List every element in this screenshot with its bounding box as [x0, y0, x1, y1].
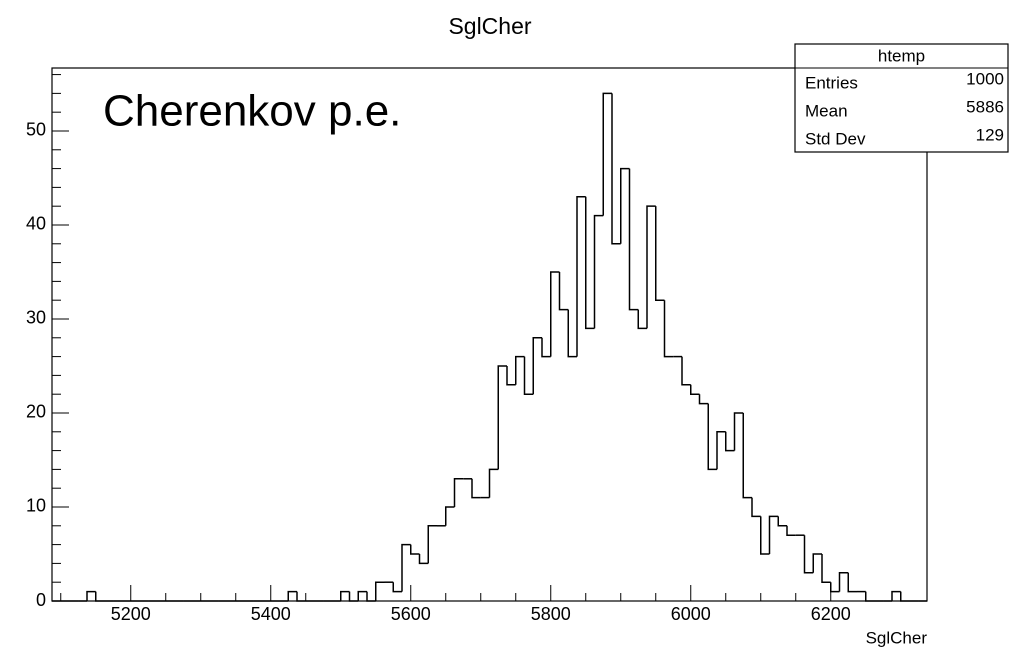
histogram-bin [506, 365, 516, 386]
histogram-bin [348, 591, 359, 602]
histogram-bin [681, 356, 691, 386]
histogram-bin [620, 167, 630, 244]
histogram-bin [716, 431, 726, 470]
histogram-bin [366, 591, 376, 602]
y-tick-label: 20 [26, 402, 46, 422]
histogram-bin [663, 300, 674, 358]
annotation: Cherenkov p.e. [103, 87, 401, 136]
histogram-bin [751, 497, 761, 518]
x-tick-label: 5200 [111, 604, 151, 624]
histogram-bin [733, 412, 744, 451]
chart-title: SglCher [448, 13, 531, 39]
histogram-bin [453, 478, 464, 507]
x-tick-label: 5800 [531, 604, 571, 624]
histogram-bin [742, 412, 752, 499]
x-tick-label: 6200 [811, 604, 851, 624]
histogram-bin [401, 543, 411, 592]
histogram-bin [900, 591, 910, 602]
x-axis-label: SglCher [866, 628, 928, 647]
histogram-bin [628, 168, 639, 311]
histogram-bin [891, 590, 901, 601]
histogram-bin [410, 544, 420, 555]
histogram-bin [558, 271, 569, 311]
histogram-bin [576, 196, 586, 357]
histogram-bin [812, 553, 822, 573]
histogram-bin [593, 214, 604, 329]
histogram-bin [786, 525, 796, 536]
histogram-bin [471, 478, 481, 499]
histogram-bin [830, 582, 840, 593]
histogram-bin [532, 337, 542, 395]
histogram-bin [760, 516, 770, 555]
histogram-bin [296, 591, 306, 602]
histogram-bin [768, 515, 779, 554]
histogram-bin [725, 431, 735, 452]
histogram-bin [287, 590, 297, 601]
histogram-bin [611, 93, 621, 245]
histogram-bin [602, 92, 612, 216]
y-tick-label: 0 [36, 590, 46, 610]
histogram-bin [567, 309, 577, 358]
stats-value: 5886 [966, 97, 1004, 116]
histogram-bin [698, 394, 709, 405]
y-tick-label: 40 [26, 214, 46, 234]
histogram-bin [550, 271, 560, 357]
histogram-bin [375, 581, 385, 601]
histogram-bin [427, 525, 437, 564]
x-tick-label: 5600 [391, 604, 431, 624]
histogram-bin [515, 355, 525, 385]
y-tick-label: 30 [26, 308, 46, 328]
y-tick-label: 50 [26, 120, 46, 140]
histogram-bin [838, 572, 849, 592]
histogram-bin [803, 535, 814, 574]
histogram-bin [523, 356, 534, 395]
x-tick-label: 6000 [671, 604, 711, 624]
stats-label: Std Dev [805, 129, 866, 148]
histogram-bin [585, 196, 595, 330]
histogram-bin [95, 591, 105, 602]
x-tick-label: 5400 [251, 604, 291, 624]
stats-value: 129 [976, 125, 1004, 144]
histogram-bin [340, 590, 350, 601]
histogram-bin [847, 572, 857, 593]
histogram-bin [707, 403, 717, 471]
histogram-bin [646, 205, 656, 329]
y-tick-label: 10 [26, 496, 46, 516]
histogram-bin [777, 516, 787, 527]
stats-box [794, 43, 1009, 153]
histogram-bin [865, 591, 875, 602]
histogram-bin [497, 365, 507, 470]
stats-title: htemp [878, 46, 925, 65]
histogram-bin [637, 309, 647, 330]
histogram-bin [541, 337, 551, 358]
plot-frame [51, 67, 928, 602]
stats-label: Entries [805, 73, 858, 92]
histogram-bin [690, 384, 700, 395]
histogram-bin [488, 468, 499, 498]
histogram-bin [392, 582, 402, 593]
histogram-bin [418, 553, 429, 565]
stats-value: 1000 [966, 69, 1004, 88]
histogram-bin [86, 590, 96, 601]
stats-label: Mean [805, 101, 848, 120]
histogram-bin [445, 506, 455, 526]
histogram-bin [821, 553, 831, 583]
histogram-bin [655, 206, 665, 301]
histogram-bin [357, 590, 367, 601]
